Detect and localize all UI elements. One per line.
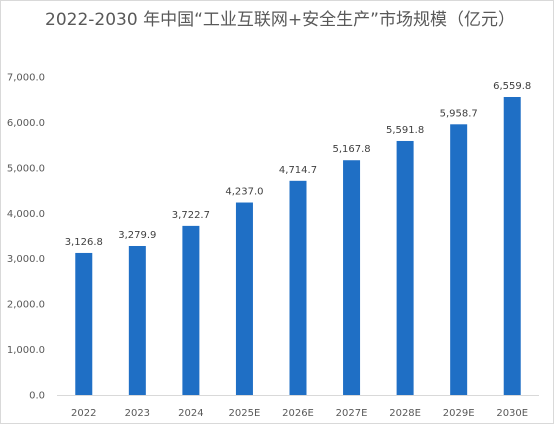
data-label: 4,237.0: [225, 187, 263, 198]
bar: [343, 160, 361, 395]
y-tick-label: 5,000.0: [7, 163, 45, 174]
bar: [396, 140, 414, 395]
data-label: 5,958.7: [440, 108, 478, 119]
bar: [182, 225, 200, 395]
bar: [128, 245, 146, 395]
bar: [503, 96, 521, 396]
data-label: 3,279.9: [118, 230, 156, 241]
data-label: 4,714.7: [279, 165, 317, 176]
bar: [289, 180, 307, 395]
y-tick-label: 3,000.0: [7, 254, 45, 265]
y-tick-label: 2,000.0: [7, 300, 45, 311]
x-tick-label: 2028E: [389, 408, 421, 419]
x-tick-label: 2022: [71, 408, 96, 419]
x-tick-label: 2024: [178, 408, 203, 419]
y-tick-label: 0.0: [29, 391, 45, 402]
data-label: 5,591.8: [386, 125, 424, 136]
data-label: 3,722.7: [172, 210, 210, 221]
data-label: 3,126.8: [65, 237, 103, 248]
data-label: 5,167.8: [332, 144, 370, 155]
y-tick-label: 1,000.0: [7, 345, 45, 356]
data-label: 6,559.8: [493, 81, 531, 92]
x-tick-label: 2027E: [336, 408, 368, 419]
x-tick-label: 2029E: [443, 408, 475, 419]
x-tick-label: 2026E: [282, 408, 314, 419]
y-tick-label: 7,000.0: [7, 73, 45, 84]
x-tick-label: 2023: [125, 408, 150, 419]
bar: [235, 202, 253, 395]
bar: [75, 252, 93, 395]
y-tick-label: 6,000.0: [7, 118, 45, 129]
x-tick-label: 2025E: [229, 408, 261, 419]
x-tick-label: 2030E: [496, 408, 528, 419]
bar: [450, 124, 468, 395]
chart-title: 2022-2030 年中国“工业互联网+安全生产”市场规模（亿元）: [45, 10, 515, 30]
y-tick-label: 4,000.0: [7, 209, 45, 220]
